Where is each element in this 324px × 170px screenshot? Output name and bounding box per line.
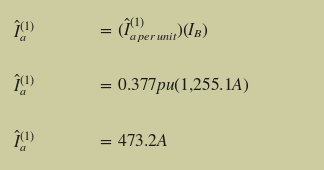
Text: $=\;473.2A$: $=\;473.2A$ bbox=[97, 133, 168, 149]
Text: $\hat{I}^{(1)}_{a}$: $\hat{I}^{(1)}_{a}$ bbox=[13, 18, 35, 44]
Text: $\hat{I}^{(1)}_{a}$: $\hat{I}^{(1)}_{a}$ bbox=[13, 128, 35, 154]
Text: $\hat{I}^{(1)}_{a}$: $\hat{I}^{(1)}_{a}$ bbox=[13, 72, 35, 98]
Text: $=\;(\hat{I}^{(1)}_{a\;per\;unit})(I_B)$: $=\;(\hat{I}^{(1)}_{a\;per\;unit})(I_B)$ bbox=[97, 17, 209, 44]
Text: $=\;0.377pu(1{,}255.1A)$: $=\;0.377pu(1{,}255.1A)$ bbox=[97, 74, 250, 96]
